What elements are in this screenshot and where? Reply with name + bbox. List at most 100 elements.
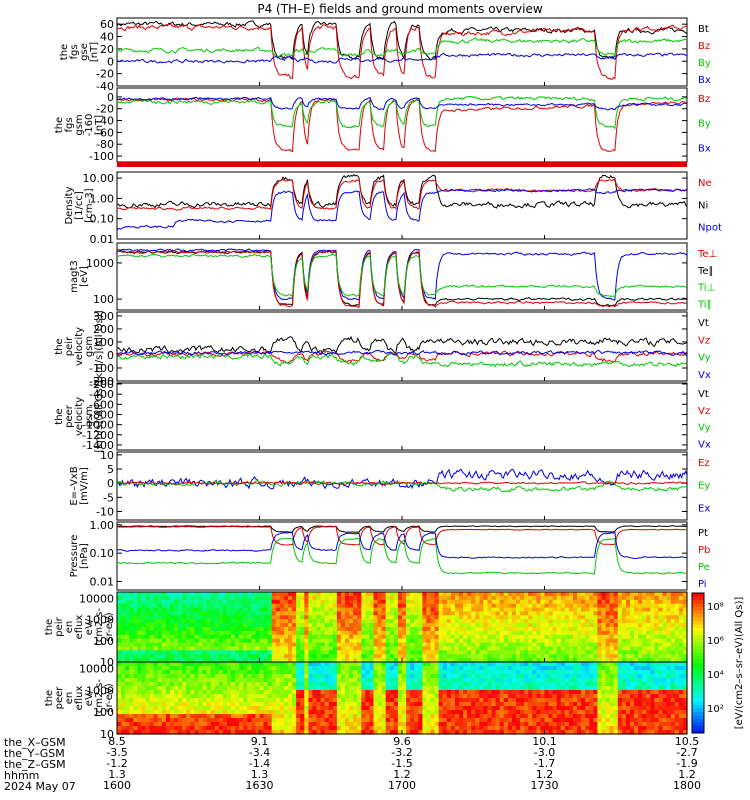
spectrogram-cell [560,674,566,679]
spectrogram-cell [235,702,240,707]
spectrogram-cell [487,730,493,735]
spectrogram-cell [141,607,147,613]
spectrogram-cell [373,670,379,675]
spectrogram-cell [585,650,590,655]
spectrogram-cell [369,599,375,605]
spectrogram-cell [267,662,273,667]
spectrogram-cell [198,630,204,636]
spectrogram-cell [202,592,208,597]
spectrogram-cell [666,599,672,605]
spectrogram-cell [540,666,546,671]
spectrogram-cell [467,682,472,687]
spectrogram-cell [292,623,297,628]
spectrogram-cell [381,666,387,671]
spectrogram-cell [357,706,362,711]
spectrogram-cell [357,642,362,648]
spectrogram-cell [467,686,472,691]
spectrogram-cell [503,678,509,683]
spectrogram-cell [597,662,603,667]
spectrogram-cell [165,694,171,699]
spectrogram-cell [385,646,391,651]
spectrogram-cell [414,670,419,675]
spectrogram-cell [540,658,546,663]
spectrogram-cell [650,592,656,597]
spectrogram-cell [467,714,472,719]
spectrogram-cell [206,607,212,613]
spectrogram-cell [178,619,183,624]
spectrogram-cell [487,718,493,723]
spectrogram-cell [332,698,338,703]
spectrogram-cell [218,615,224,620]
spectrogram-cell [292,682,297,687]
spectrogram-cell [471,630,476,636]
spectrogram-cell [283,666,289,671]
spectrogram-cell [190,619,195,624]
spectrogram-cell [161,706,167,711]
spectrogram-cell [251,634,257,640]
spectrogram-cell [308,646,314,651]
spectrogram-cell [589,674,594,679]
spectrogram-cell [300,710,305,715]
spectrogram-cell [422,634,428,640]
spectrogram-cell [214,666,220,671]
spectrogram-cell [540,630,546,636]
spectrogram-cell [239,730,244,735]
spectrogram-cell [300,623,305,628]
spectrogram-cell [137,710,143,715]
spectrogram-cell [255,670,261,675]
panel-frame [116,311,688,382]
spectrogram-cell [353,662,358,667]
spectrogram-cell [609,718,615,723]
spectrogram-cell [169,698,175,703]
spectrogram-cell [169,650,175,655]
spectrogram-cell [593,662,599,667]
spectrogram-cell [536,674,542,679]
spectrogram-cell [186,670,191,675]
spectrogram-cell [581,619,586,624]
spectrogram-cell [345,654,350,659]
spectrogram-cell [540,654,546,659]
spectrogram-cell [235,730,240,735]
spectrogram-cell [279,682,285,687]
spectrogram-cell [540,642,546,648]
spectrogram-cell [357,686,362,691]
y-axis-label: the [59,44,70,60]
spectrogram-cell [499,666,505,671]
spectrogram-cell [365,646,371,651]
spectrogram-cell [491,726,497,731]
spectrogram-cell [308,722,314,727]
spectrogram-cell [544,634,550,640]
spectrogram-cell [463,666,468,671]
spectrogram-cell [463,615,468,620]
spectrogram-cell [117,662,122,667]
spectrogram-cell [292,670,297,675]
spectrogram-cell [442,638,448,644]
spectrogram-cell [601,638,607,644]
spectrogram-cell [495,706,501,711]
spectrogram-cell [581,599,586,605]
spectrogram-cell [271,722,277,727]
spectrogram-cell [446,666,452,671]
spectrogram-cell [145,592,151,597]
spectrogram-cell [389,615,395,620]
spectrogram-cell [434,603,440,609]
spectrogram-cell [642,650,647,655]
spectrogram-cell [658,642,664,648]
spectrogram-cell [133,599,138,605]
spectrogram-cell [601,694,607,699]
y-tick-label: 10.00 [83,172,115,185]
spectrogram-cell [487,623,493,628]
spectrogram-cell [483,690,489,695]
spectrogram-cell [357,718,362,723]
spectrogram-cell [121,623,126,628]
spectrogram-cell [222,702,228,707]
spectrogram-cell [161,642,167,648]
spectrogram-cell [125,646,130,651]
spectrogram-cell [459,595,464,601]
spectrogram-cell [283,623,289,628]
spectrogram-cell [638,623,643,628]
spectrogram-cell [165,603,171,609]
spectrogram-cell [267,630,273,636]
spectrogram-cell [288,611,293,616]
spectrogram-cell [585,658,590,663]
